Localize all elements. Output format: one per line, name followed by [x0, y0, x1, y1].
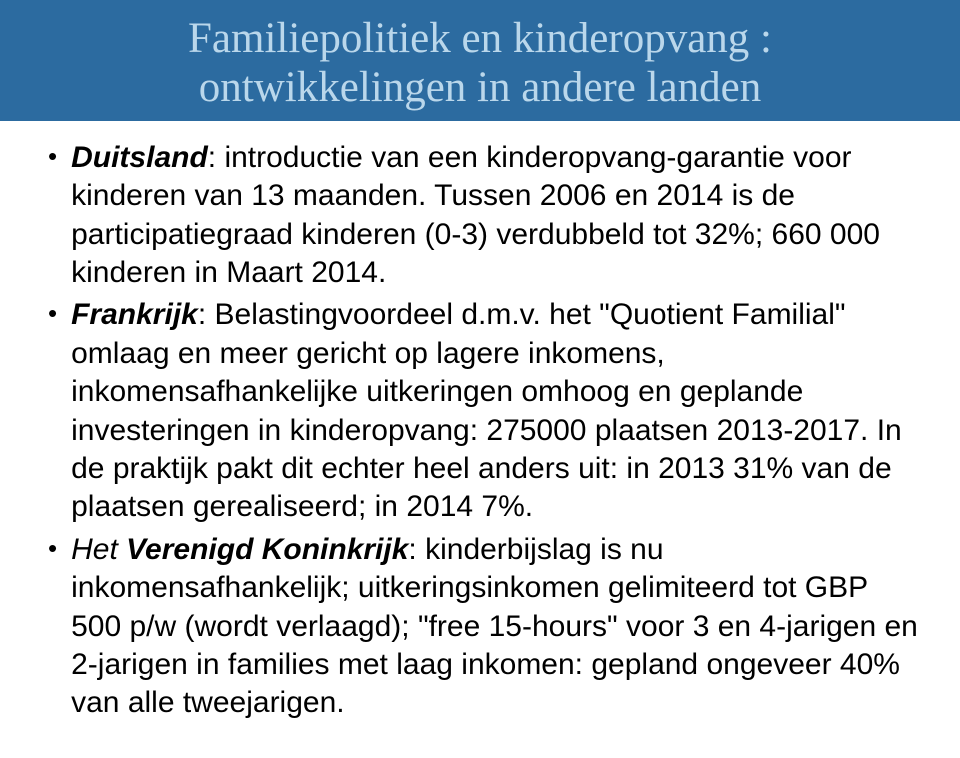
- title-line-2: ontwikkelingen in andere landen: [0, 63, 960, 112]
- bullet-text: Het Verenigd Koninkrijk: kinderbijslag i…: [71, 531, 918, 723]
- bullet-lead-prefix: Het: [71, 533, 126, 566]
- bullet-text: Duitsland: introductie van een kinderopv…: [71, 139, 918, 293]
- bullet-marker: •: [48, 139, 57, 174]
- bullet-item: • Frankrijk: Belastingvoordeel d.m.v. he…: [42, 296, 918, 526]
- slide-header: Familiepolitiek en kinderopvang : ontwik…: [0, 0, 960, 121]
- bullet-marker: •: [48, 531, 57, 566]
- bullet-item: • Het Verenigd Koninkrijk: kinderbijslag…: [42, 531, 918, 723]
- bullet-marker: •: [48, 296, 57, 331]
- bullet-lead: Frankrijk: [71, 298, 198, 331]
- bullet-rest: : Belastingvoordeel d.m.v. het "Quotient…: [71, 298, 902, 523]
- bullet-lead: Duitsland: [71, 141, 208, 174]
- bullet-lead: Verenigd Koninkrijk: [126, 533, 408, 566]
- bullet-item: • Duitsland: introductie van een kindero…: [42, 139, 918, 293]
- slide-content: • Duitsland: introductie van een kindero…: [0, 121, 960, 747]
- bullet-text: Frankrijk: Belastingvoordeel d.m.v. het …: [71, 296, 918, 526]
- title-line-1: Familiepolitiek en kinderopvang :: [0, 14, 960, 63]
